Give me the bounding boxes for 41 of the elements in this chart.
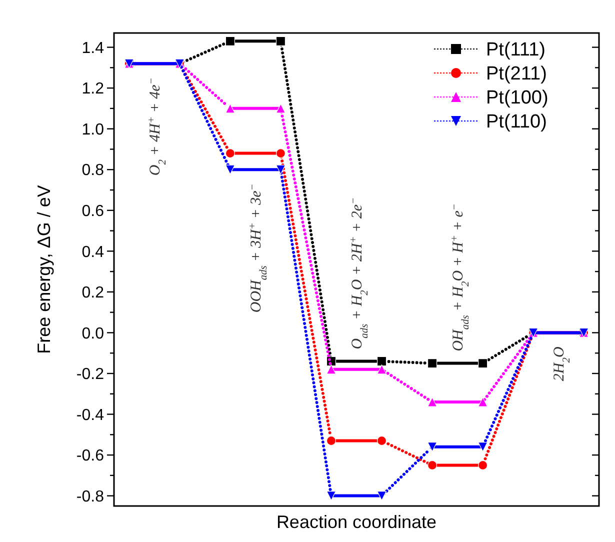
point [326, 364, 336, 374]
point [225, 104, 235, 114]
point [427, 460, 438, 470]
y-tick-label: 0.2 [82, 284, 104, 302]
point [478, 397, 488, 407]
legend-label: Pt(211) [486, 64, 547, 85]
point [427, 442, 438, 452]
point [225, 36, 235, 46]
point [427, 358, 438, 368]
point [276, 36, 286, 46]
point [478, 358, 488, 368]
y-tick-label: 0.6 [82, 202, 104, 220]
point [376, 356, 387, 366]
y-tick-label: -0.6 [76, 448, 104, 465]
point [276, 104, 286, 114]
point [225, 148, 235, 158]
y-tick-label: -0.4 [76, 406, 104, 424]
point [225, 164, 235, 174]
y-tick-label: 1.0 [82, 121, 104, 138]
y-tick-label: 1.4 [82, 40, 104, 57]
point [376, 491, 387, 501]
point [478, 460, 488, 470]
legend-label: Pt(110) [486, 112, 547, 133]
y-tick-label: 0.4 [82, 244, 104, 261]
y-tick-label: -0.8 [76, 488, 104, 506]
x-axis-title: Reaction coordinate [276, 512, 437, 532]
point [276, 164, 286, 174]
point [376, 364, 387, 374]
point [276, 148, 286, 158]
point [376, 436, 387, 446]
y-axis-title: Free energy, ΔG / eV [34, 185, 54, 354]
point [326, 491, 336, 501]
y-tick-label: -0.2 [76, 366, 104, 384]
y-tick-label: 1.2 [82, 80, 104, 98]
legend-label: Pt(100) [486, 88, 548, 109]
y-tick-label: 0.0 [82, 325, 104, 342]
point [478, 442, 488, 452]
legend-label: Pt(111) [486, 40, 546, 61]
point [427, 397, 438, 407]
y-tick-label: 0.8 [82, 162, 104, 180]
point [326, 436, 336, 446]
